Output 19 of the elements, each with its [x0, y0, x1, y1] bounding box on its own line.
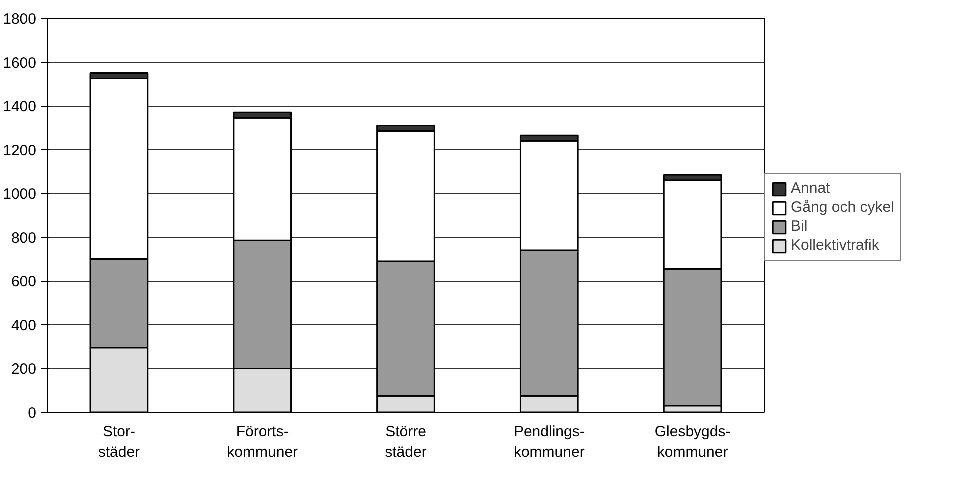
y-tick-label: 1000	[3, 186, 37, 204]
x-tick-label: Pendlings- kommuner	[514, 424, 585, 461]
legend-label: Annat	[791, 180, 830, 197]
y-tick-label: 200	[11, 361, 37, 378]
y-tick-label: 0	[28, 405, 36, 422]
y-tick-label: 800	[11, 230, 37, 247]
y-tick-label: 1600	[3, 54, 37, 72]
x-tick-label: Glesbygds- kommuner	[654, 424, 731, 461]
y-tick-label: 1800	[3, 11, 37, 28]
y-tick-label: 400	[11, 317, 37, 334]
x-tick-label: Stor- städer	[98, 424, 140, 461]
x-tick-label: Förorts- kommuner	[227, 424, 298, 461]
legend-label: Bil	[791, 218, 809, 235]
y-tick-label: 1400	[3, 98, 37, 116]
legend-label: Kollektivtrafik	[791, 237, 880, 254]
y-tick-label: 1200	[3, 142, 37, 160]
y-tick-label: 600	[11, 274, 37, 291]
x-tick-label: Större städer	[385, 424, 427, 461]
legend-label: Gång och cykel	[791, 199, 894, 216]
